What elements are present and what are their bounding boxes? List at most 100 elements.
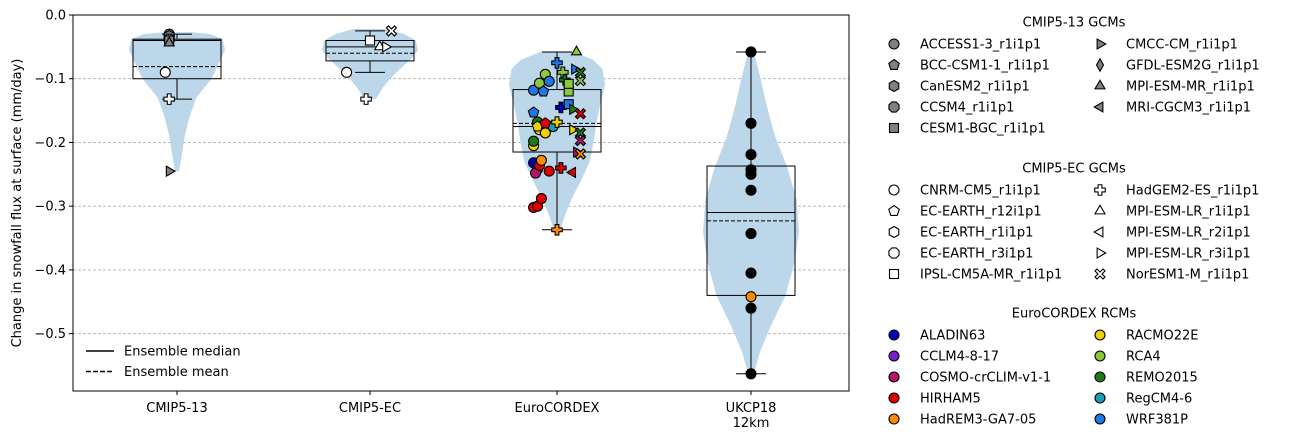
data-point — [574, 134, 587, 147]
legend-entry: CESM1-BGC_r1i1p1 — [888, 122, 1046, 137]
legend-label: BCC-CSM1-1_r1i1p1 — [920, 59, 1050, 74]
legend-entry: IPSL-CM5A-MR_r1i1p1 — [888, 268, 1062, 283]
data-point — [565, 166, 577, 179]
data-point — [535, 154, 547, 166]
data-point — [745, 302, 757, 314]
legend-marker — [1096, 247, 1107, 259]
x-tick-label: 12km — [733, 416, 770, 431]
data-point — [555, 101, 567, 114]
data-point — [165, 165, 177, 178]
legend-label: MPI-ESM-LR_r2i1p1 — [1126, 226, 1251, 241]
legend-label: MPI-ESM-MR_r1i1p1 — [1126, 80, 1255, 95]
legend-entry: RCA4 — [1094, 350, 1161, 365]
legend-marker — [888, 225, 900, 239]
legend-entry: MPI-ESM-LR_r2i1p1 — [1093, 226, 1251, 241]
legend-entry: CCSM4_r1i1p1 — [888, 101, 1014, 116]
legend-marker — [888, 392, 900, 404]
legend-marker — [1094, 79, 1106, 90]
data-point — [341, 66, 353, 78]
data-point — [745, 368, 757, 380]
data-point — [163, 36, 176, 47]
data-point — [551, 56, 563, 69]
ensemble-legend: Ensemble median Ensemble mean — [86, 345, 241, 380]
legend-label: NorESM1-M_r1i1p1 — [1126, 268, 1249, 283]
data-point — [574, 74, 587, 87]
box-iqr — [132, 38, 222, 80]
y-tick-label: −0.3 — [34, 200, 66, 215]
legend-entry: EC-EARTH_r12i1p1 — [888, 205, 1042, 220]
legend-entry: RegCM4-6 — [1094, 392, 1192, 407]
x-tick-label: UKCP18 — [726, 401, 777, 416]
legend-entry: MPI-ESM-MR_r1i1p1 — [1094, 79, 1255, 95]
data-point — [543, 75, 555, 87]
y-axis: 0.0 −0.1 −0.2 −0.3 −0.4 −0.5 — [34, 9, 73, 342]
legend-entry-dashed: Ensemble mean — [86, 365, 229, 380]
y-tick-label: −0.2 — [34, 136, 66, 151]
legend-label: CCSM4_r1i1p1 — [920, 101, 1014, 116]
data-point — [563, 78, 574, 89]
legend-entry: RACMO22E — [1094, 329, 1198, 344]
legend-entry: HadREM3-GA7-05 — [888, 413, 1036, 428]
legend-marker — [888, 122, 900, 134]
y-axis-label: Change in snowfall flux at surface (mm/d… — [10, 59, 25, 348]
legend-entry: BCC-CSM1-1_r1i1p1 — [888, 58, 1050, 74]
legend-label: EC-EARTH_r1i1p1 — [920, 226, 1033, 241]
legend-marker — [1093, 101, 1104, 113]
legend-marker — [888, 79, 900, 93]
data-point — [551, 116, 563, 128]
data-point — [745, 46, 757, 58]
data-point — [574, 108, 587, 120]
x-tick-label: CMIP5-EC — [339, 401, 401, 416]
legend-marker — [888, 101, 900, 113]
legend-entry: COSMO-crCLIM-v1-1 — [888, 371, 1051, 386]
box-iqr — [512, 89, 602, 153]
data-point — [159, 66, 171, 78]
data-point — [574, 148, 587, 160]
legend-label: RCA4 — [1126, 350, 1161, 365]
legend-entry: MPI-ESM-LR_r3i1p1 — [1096, 247, 1251, 262]
violin-eurocordex — [509, 51, 605, 230]
legend-marker — [888, 329, 900, 341]
y-tick-label: −0.4 — [34, 263, 66, 278]
legend-marker — [1093, 226, 1104, 238]
legend-marker — [888, 268, 900, 280]
y-tick-label: −0.5 — [34, 327, 66, 342]
legend-label: CMCC-CM_r1i1p1 — [1126, 38, 1238, 53]
data-point — [569, 103, 580, 116]
legend-entry: EC-EARTH_r1i1p1 — [888, 225, 1033, 241]
legend-entry: ALADIN63 — [888, 329, 985, 344]
legend-label: GFDL-ESM2G_r1i1p1 — [1126, 59, 1260, 74]
x-tick-label: CMIP5-13 — [146, 401, 207, 416]
legend-entry: MRI-CGCM3_r1i1p1 — [1093, 101, 1251, 116]
legend-label: REMO2015 — [1126, 371, 1198, 386]
data-point — [745, 228, 757, 240]
data-point — [745, 117, 757, 129]
data-point — [555, 162, 567, 174]
data-point — [385, 25, 398, 37]
legend-label: CNRM-CM5_r1i1p1 — [920, 184, 1041, 199]
legend-marker — [1094, 350, 1106, 362]
legend-entry: CanESM2_r1i1p1 — [888, 79, 1030, 95]
y-tick-label: 0.0 — [45, 9, 66, 24]
legend-entry: CNRM-CM5_r1i1p1 — [888, 184, 1041, 199]
legend-label: MPI-ESM-LR_r3i1p1 — [1126, 247, 1251, 262]
model-points — [159, 25, 757, 380]
legend-label: CESM1-BGC_r1i1p1 — [920, 122, 1046, 137]
data-point — [537, 85, 550, 97]
legend-group-title: EuroCORDEX RCMs — [1012, 307, 1137, 322]
legend-label: WRF381P — [1126, 413, 1188, 428]
data-point — [551, 223, 563, 236]
legend-label: HadREM3-GA7-05 — [920, 413, 1036, 428]
legend-marker — [1094, 329, 1106, 341]
data-point — [569, 123, 580, 136]
y-tick-label: −0.1 — [34, 72, 66, 87]
legend-entry: WRF381P — [1094, 413, 1188, 428]
legend-marker — [1094, 413, 1106, 425]
legend-label: ACCESS1-3_r1i1p1 — [920, 38, 1041, 53]
data-point — [382, 40, 393, 53]
legend-marker — [888, 350, 900, 362]
legend-marker — [888, 58, 900, 70]
legend-group-0: CMIP5-13 GCMs ACCESS1-3_r1i1p1 BCC-CSM1-1_… — [888, 16, 1260, 137]
